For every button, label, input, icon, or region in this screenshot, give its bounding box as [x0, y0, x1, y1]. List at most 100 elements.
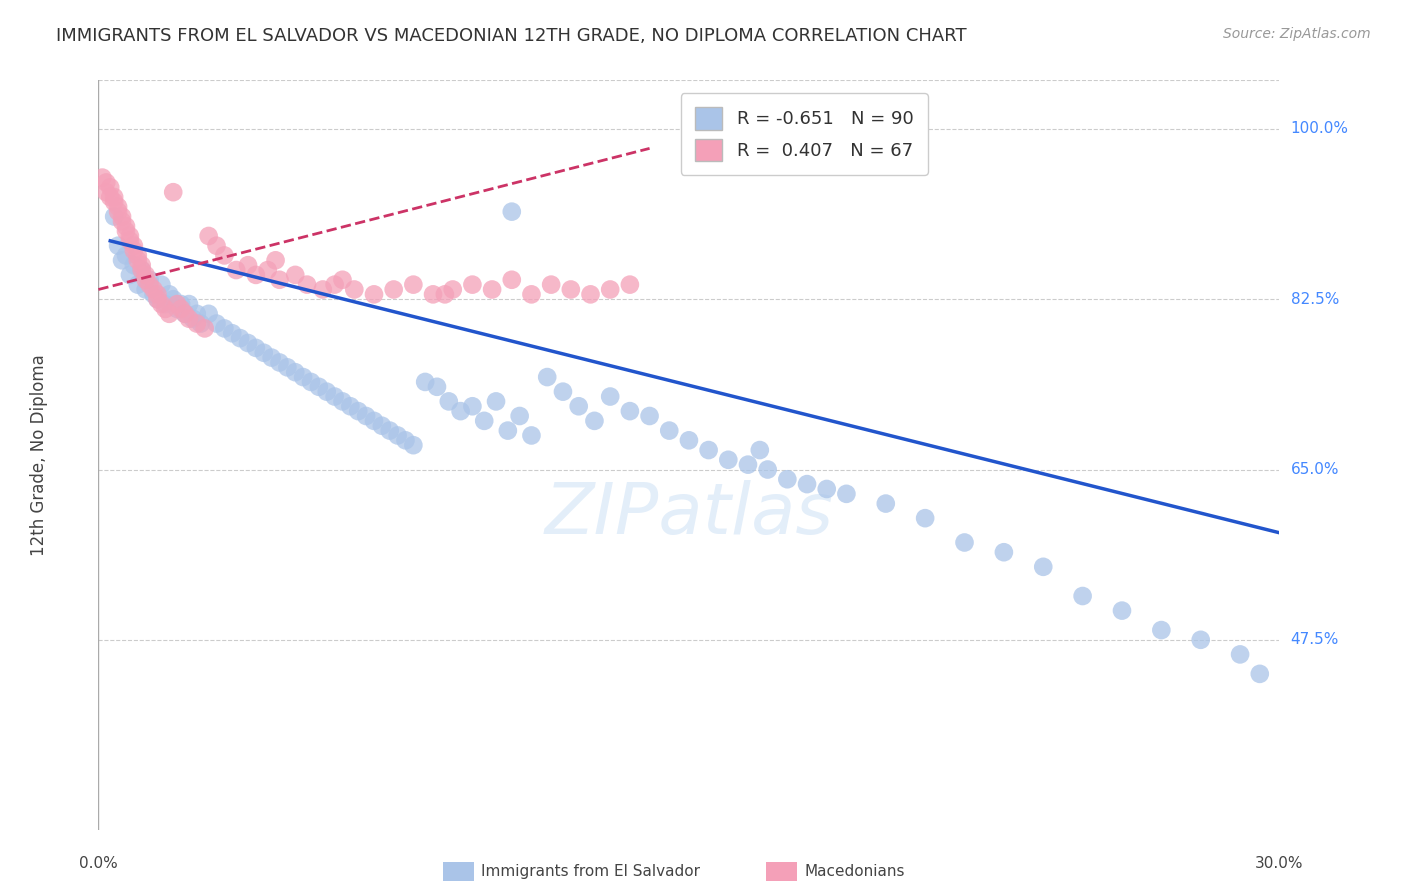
Point [103, 190, 125, 204]
Point [236, 258, 259, 272]
Point [422, 287, 444, 301]
Point [138, 273, 160, 287]
Point [225, 263, 247, 277]
Point [363, 287, 385, 301]
Point [118, 229, 141, 244]
Point [135, 283, 157, 297]
Point [146, 292, 169, 306]
Point [343, 283, 366, 297]
Point [91, 170, 114, 185]
Text: 100.0%: 100.0% [1291, 121, 1348, 136]
Point [146, 287, 169, 301]
Text: IMMIGRANTS FROM EL SALVADOR VS MACEDONIAN 12TH GRADE, NO DIPLOMA CORRELATION CHA: IMMIGRANTS FROM EL SALVADOR VS MACEDONIA… [56, 27, 967, 45]
Point [413, 375, 436, 389]
Text: Immigrants from El Salvador: Immigrants from El Salvador [481, 864, 700, 879]
Point [402, 438, 425, 452]
Point [371, 418, 394, 433]
Point [221, 326, 243, 341]
Point [142, 283, 165, 297]
Point [308, 380, 330, 394]
Text: 65.0%: 65.0% [1291, 462, 1339, 477]
Point [214, 321, 236, 335]
Point [103, 210, 125, 224]
Point [186, 317, 208, 331]
Point [332, 273, 354, 287]
Text: 0.0%: 0.0% [79, 855, 118, 871]
Point [332, 394, 354, 409]
Point [157, 287, 180, 301]
Point [1071, 589, 1094, 603]
Point [568, 399, 591, 413]
Point [315, 384, 337, 399]
Point [96, 176, 118, 190]
Point [197, 307, 219, 321]
Point [162, 292, 184, 306]
Point [284, 268, 307, 282]
Point [509, 409, 531, 423]
Point [347, 404, 370, 418]
Point [501, 204, 523, 219]
Point [295, 277, 318, 292]
Point [111, 214, 134, 228]
Point [678, 434, 700, 448]
Point [107, 200, 129, 214]
Point [131, 258, 153, 272]
Point [197, 229, 219, 244]
Point [186, 307, 208, 321]
Point [638, 409, 661, 423]
Point [501, 273, 523, 287]
Point [402, 277, 425, 292]
Point [717, 452, 740, 467]
Point [150, 297, 173, 311]
Point [115, 219, 138, 234]
Point [107, 238, 129, 252]
Point [135, 273, 157, 287]
Point [748, 443, 770, 458]
Point [953, 535, 976, 549]
Point [378, 424, 401, 438]
Point [253, 345, 276, 359]
Text: 30.0%: 30.0% [1256, 855, 1303, 871]
Point [520, 428, 543, 442]
Point [579, 287, 602, 301]
Point [146, 292, 169, 306]
Point [599, 283, 621, 297]
Point [98, 180, 121, 194]
Point [111, 253, 134, 268]
Point [245, 341, 267, 355]
Point [150, 277, 173, 292]
Point [181, 311, 204, 326]
Text: Macedonians: Macedonians [804, 864, 904, 879]
Point [122, 244, 145, 258]
Point [245, 268, 267, 282]
Text: ZIPatlas: ZIPatlas [544, 481, 834, 549]
Point [177, 311, 200, 326]
Point [437, 394, 460, 409]
Point [540, 277, 562, 292]
Point [756, 462, 779, 476]
Point [737, 458, 759, 472]
Point [122, 258, 145, 272]
Point [118, 234, 141, 248]
Point [382, 283, 405, 297]
Point [485, 394, 508, 409]
Point [131, 263, 153, 277]
Point [103, 194, 125, 209]
Point [312, 283, 335, 297]
Point [426, 380, 449, 394]
Point [599, 390, 621, 404]
Point [658, 424, 681, 438]
Point [98, 190, 121, 204]
Text: 47.5%: 47.5% [1291, 632, 1339, 648]
Point [205, 317, 228, 331]
Point [166, 297, 188, 311]
Point [138, 277, 160, 292]
Point [796, 477, 818, 491]
Point [260, 351, 283, 365]
Point [205, 238, 228, 252]
Point [619, 277, 641, 292]
Point [264, 253, 287, 268]
Point [229, 331, 252, 345]
Text: 82.5%: 82.5% [1291, 292, 1339, 307]
Point [472, 414, 495, 428]
